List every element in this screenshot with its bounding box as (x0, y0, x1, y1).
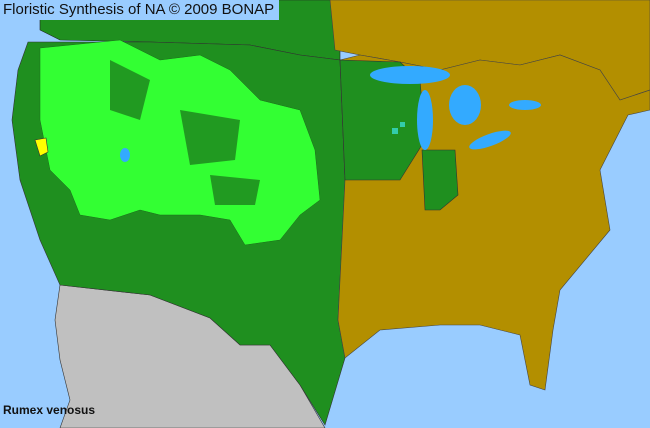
lake-huron (449, 85, 481, 125)
teal-county (392, 128, 398, 134)
lake-ontario (509, 100, 541, 110)
yellow-county (34, 137, 49, 157)
great-salt-lake (120, 148, 130, 162)
lake-michigan (417, 90, 433, 150)
dark-green-patches (180, 110, 240, 165)
dark-green-patches (210, 175, 260, 205)
indiana-region (421, 149, 459, 211)
map-title: Floristic Synthesis of NA © 2009 BONAP (0, 0, 280, 20)
lake-superior (370, 66, 450, 84)
lake-erie (469, 130, 511, 150)
dark-green-patches (110, 60, 150, 120)
species-name: Rumex venosus (3, 403, 96, 417)
teal-county (400, 122, 405, 127)
